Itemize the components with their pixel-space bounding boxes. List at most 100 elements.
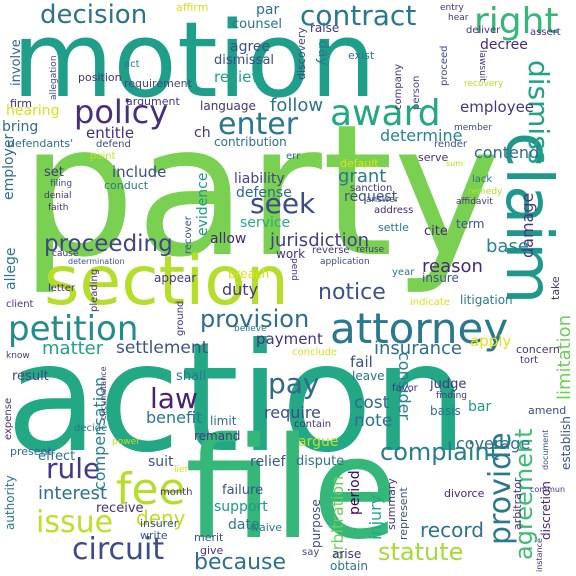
word-defendants: defendants' — [8, 137, 74, 150]
word-divorce: divorce — [444, 487, 485, 500]
word-language: language — [200, 99, 256, 113]
word-result: result — [12, 369, 49, 384]
word-arise: arise — [332, 547, 362, 561]
word-waive: waive — [250, 521, 283, 534]
word-person: person — [411, 75, 422, 110]
word-attorney: attorney — [330, 304, 509, 353]
word-base: base — [486, 236, 529, 257]
word-right: right — [474, 1, 559, 42]
word-complaint: complaint — [380, 438, 500, 466]
word-instance: instance — [535, 538, 544, 572]
word-pleading: pleading — [89, 268, 100, 312]
word-remedy: remedy — [468, 187, 503, 197]
word-dispute: dispute — [296, 454, 345, 469]
word-allege: allege — [3, 247, 19, 290]
word-day: day — [315, 40, 331, 66]
word-assert: assert — [530, 27, 561, 38]
word-deliver: deliver — [466, 25, 501, 36]
word-expense: expense — [3, 397, 14, 440]
word-remand: remand — [194, 429, 241, 443]
word-faith: faith — [48, 203, 69, 213]
word-conclude: conclude — [292, 347, 338, 358]
word-determination: determination — [68, 257, 125, 266]
word-discovery: discovery — [295, 27, 308, 80]
word-finding: finding — [436, 391, 468, 401]
word-apply: apply — [470, 332, 512, 350]
word-represent: represent — [397, 487, 410, 540]
word-conduct: conduct — [104, 179, 149, 192]
word-set: set — [44, 165, 64, 180]
word-affidavit: affidavit — [456, 197, 493, 207]
word-award: award — [330, 93, 441, 134]
word-favor: favor — [392, 383, 418, 394]
word-shall: shall — [176, 369, 207, 384]
word-statute: statute — [378, 538, 464, 566]
word-client: client — [6, 299, 34, 310]
word-work: work — [276, 247, 306, 261]
word-injury: injury — [366, 494, 385, 540]
word-circuit: circuit — [72, 532, 165, 567]
word-notice: notice — [318, 280, 386, 305]
word-bring: bring — [2, 119, 39, 135]
word-fail: fail — [350, 353, 373, 371]
word-jurisdiction: jurisdiction — [270, 230, 369, 251]
word-liability: liability — [234, 171, 285, 187]
word-firm: firm — [10, 97, 32, 110]
word-concern: concern — [516, 343, 560, 356]
word-pend: pend — [289, 258, 299, 281]
word-point: point — [90, 151, 116, 162]
word-argument: argument — [126, 95, 180, 108]
word-leave: leave — [352, 369, 385, 383]
word-policy: policy — [74, 93, 169, 131]
word-because: because — [194, 550, 287, 575]
word-review: review — [214, 68, 264, 86]
word-answer: answer — [366, 195, 399, 205]
word-lack: lack — [472, 174, 493, 185]
word-obtain: obtain — [330, 559, 368, 573]
word-give: give — [200, 544, 224, 557]
word-cost: cost — [354, 393, 390, 413]
word-litigation: litigation — [460, 293, 513, 307]
word-say: say — [302, 547, 320, 558]
word-seek: seek — [250, 187, 316, 220]
word-record: record — [420, 518, 484, 542]
word-benefit: benefit — [146, 408, 203, 427]
word-cause: cause — [52, 249, 79, 259]
word-requirement: requirement — [124, 77, 192, 90]
word-default: default — [340, 157, 379, 170]
word-relief: relief — [250, 454, 286, 470]
word-lawsuit: lawsuit — [477, 50, 487, 82]
word-render: render — [434, 139, 467, 150]
word-party: party — [20, 85, 501, 297]
word-know: know — [6, 351, 30, 361]
word-authority: authority — [3, 475, 17, 530]
word-section: section — [44, 242, 289, 321]
word-issue: issue — [36, 505, 114, 540]
word-raise: raise — [310, 21, 340, 35]
word-breach: breach — [228, 267, 270, 281]
word-tort: tort — [520, 355, 539, 366]
word-counsel: counsel — [232, 17, 282, 32]
word-exist: exist — [348, 49, 375, 62]
word-document: document — [541, 429, 550, 470]
word-term: term — [456, 217, 485, 231]
word-evidence: evidence — [195, 172, 211, 236]
word-merit: merit — [194, 531, 224, 544]
word-reverse: reverse — [312, 245, 350, 256]
word-reason: reason — [422, 256, 483, 277]
word-year: year — [392, 267, 415, 278]
word-employee: employee — [460, 98, 535, 116]
word-argue: argue — [298, 434, 339, 450]
word-defend: defend — [96, 139, 131, 150]
word-serve: serve — [418, 151, 449, 164]
word-recover: recover — [183, 216, 194, 254]
word-company: company — [393, 63, 404, 110]
word-proceed: proceed — [439, 45, 450, 86]
word-law: law — [150, 382, 198, 415]
word-affirm: affirm — [176, 1, 209, 14]
word-contract: contract — [300, 0, 417, 32]
word-contain: contain — [294, 419, 332, 430]
word-effect: effect — [38, 449, 76, 464]
word-month: month — [160, 487, 193, 498]
word-application: application — [320, 257, 370, 267]
